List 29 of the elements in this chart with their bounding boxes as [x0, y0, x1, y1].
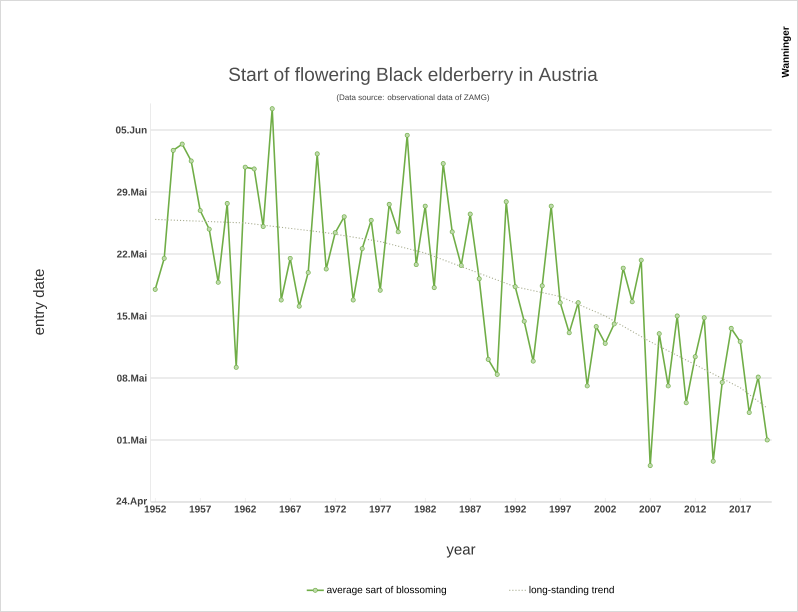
legend-label: long-standing trend [530, 586, 614, 596]
y-tick-label: 05.Jun [116, 126, 147, 134]
y-tick-label: 08.Mai [116, 374, 146, 382]
y-tick-label: 15.Mai [117, 312, 146, 320]
x-tick-label: 2002 [594, 506, 616, 513]
y-tick-label: 24.Apr [116, 497, 148, 507]
y-tick-label: 01.Mai [116, 436, 146, 444]
x-axis-title: year [446, 546, 476, 558]
x-tick-label: 2012 [684, 506, 706, 513]
chart-title: Start of flowering Black elderberry in Austria [229, 67, 598, 85]
x-tick-label: 1997 [550, 506, 571, 513]
x-tick-label: 1987 [460, 506, 481, 513]
x-tick-label: 1977 [370, 506, 391, 513]
x-tick-label: 1967 [280, 506, 301, 513]
y-tick-label: 22.Mai [116, 250, 146, 258]
line-series [154, 218, 768, 409]
x-tick-label: 2017 [729, 506, 751, 513]
text: Wanninger [782, 26, 791, 78]
x-tick-label: 1982 [414, 506, 436, 513]
chart-subtitle: (Data source: observational data of ZAMG) [336, 94, 490, 102]
legend-label: average sart of blossoming [327, 586, 446, 596]
y-tick-label: 29.Mai [116, 188, 146, 196]
y-axis-title: entry date [33, 269, 47, 335]
x-tick-label: 1972 [324, 506, 346, 513]
x-tick-label: 1952 [144, 506, 166, 513]
x-tick-label: 1962 [234, 506, 256, 513]
x-tick-label: 1957 [190, 506, 211, 513]
x-tick-label: 1992 [504, 506, 526, 513]
x-tick-label: 2007 [639, 506, 661, 513]
